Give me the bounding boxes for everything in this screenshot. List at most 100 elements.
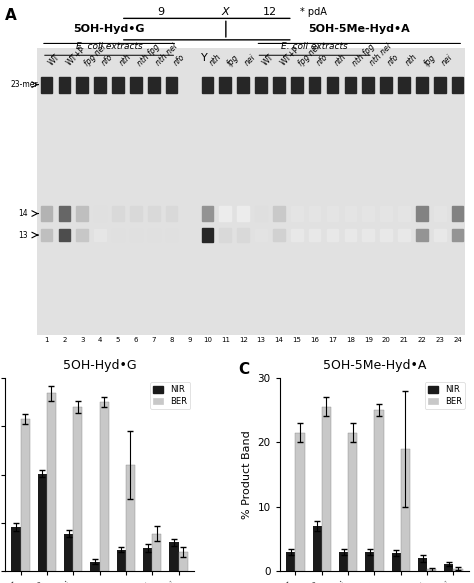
Bar [363,76,374,93]
Bar [166,206,177,221]
Bar [380,76,392,93]
Text: 14: 14 [18,209,28,218]
Text: E. coli extracts: E. coli extracts [281,41,348,51]
Bar [452,206,464,221]
Bar [309,206,320,221]
Bar [117,550,126,571]
Bar [94,229,106,241]
Bar [169,542,179,571]
Text: Y: Y [201,53,208,64]
Bar [255,76,267,93]
Bar [11,527,20,571]
Text: 8: 8 [169,337,174,343]
Legend: NIR, BER: NIR, BER [150,382,190,409]
Text: fpg nei: fpg nei [297,43,322,68]
Text: 12: 12 [263,7,276,17]
Text: 13: 13 [18,230,28,240]
Bar [112,206,124,221]
Bar [20,419,30,571]
Bar [126,465,135,571]
Bar [41,206,52,221]
Bar [47,394,56,571]
Text: 20: 20 [382,337,391,343]
Bar [345,206,356,221]
Bar [201,76,213,93]
Bar [418,559,427,571]
Bar [237,228,249,242]
Text: nfo: nfo [100,53,115,68]
Bar [219,206,231,221]
Text: 3: 3 [80,337,84,343]
Bar [363,206,374,221]
Text: 15: 15 [292,337,301,343]
Bar [100,402,109,571]
Bar [143,548,152,571]
Bar [237,76,249,93]
Bar [94,76,106,93]
Text: nth fpg: nth fpg [350,42,376,68]
Bar [434,76,446,93]
Text: 17: 17 [328,337,337,343]
Text: nfo: nfo [386,53,401,68]
Bar [295,433,305,571]
Bar [237,206,249,221]
Text: 11: 11 [221,337,230,343]
Text: WT: WT [261,53,276,68]
Bar [345,76,356,93]
Text: 9: 9 [157,7,164,17]
Bar [148,229,160,241]
Text: nth: nth [404,52,419,68]
Bar [452,76,464,93]
Text: 16: 16 [310,337,319,343]
Text: fpg: fpg [422,52,437,68]
Bar [273,76,285,93]
Bar [327,206,338,221]
Bar [148,76,160,93]
Title: 5OH-Hyd•G: 5OH-Hyd•G [63,360,137,373]
Bar [130,206,142,221]
Text: nth: nth [208,52,223,68]
Text: nei: nei [440,53,455,68]
Bar [219,76,231,93]
Bar [327,76,338,93]
Bar [166,229,177,241]
Bar [322,407,331,571]
Bar [339,552,348,571]
Text: nth nei: nth nei [368,43,393,68]
Bar [201,206,213,221]
Bar [380,229,392,241]
Bar [392,553,401,571]
Bar [309,76,320,93]
Bar [41,229,52,241]
Bar [166,76,177,93]
Y-axis label: % Product Band: % Product Band [242,430,252,519]
Text: nfo: nfo [315,53,329,68]
Bar [345,229,356,241]
Text: nth: nth [333,52,348,68]
Bar [73,407,82,571]
Text: nth: nth [118,52,133,68]
Text: C: C [238,362,249,377]
Text: nth nei: nth nei [154,43,179,68]
Text: 21: 21 [400,337,409,343]
Bar [416,229,428,241]
Bar [219,228,231,242]
Bar [291,76,302,93]
Text: 22: 22 [418,337,426,343]
Bar [255,206,267,221]
Text: 7: 7 [152,337,156,343]
Bar [91,561,100,571]
Bar [312,526,322,571]
Title: 5OH-5Me-Hyd•A: 5OH-5Me-Hyd•A [323,360,426,373]
Bar [416,76,428,93]
Bar [112,76,124,93]
Bar [286,552,295,571]
Bar [374,410,383,571]
Bar [309,229,320,241]
Text: nth fpg: nth fpg [136,42,162,68]
Text: A: A [5,8,17,23]
Text: 14: 14 [274,337,283,343]
Text: 19: 19 [364,337,373,343]
Text: 1: 1 [44,337,49,343]
Text: 18: 18 [346,337,355,343]
